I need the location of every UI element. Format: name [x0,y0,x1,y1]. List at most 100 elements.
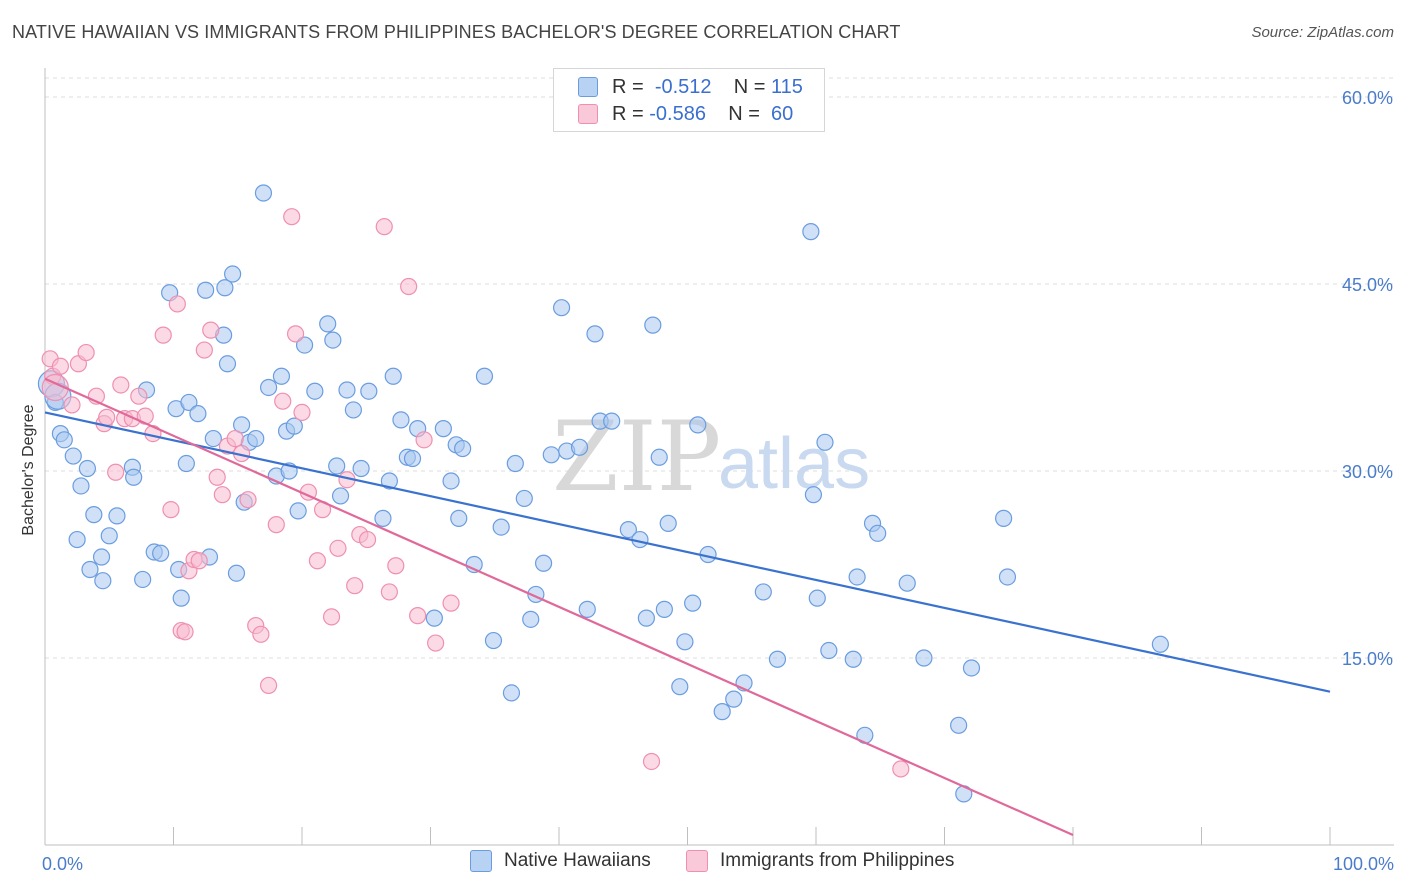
point-native-hawaiians [100,527,118,545]
point-immigrants-philippines [259,676,278,695]
point-immigrants-philippines [415,431,433,449]
point-immigrants-philippines [442,594,460,612]
point-immigrants-philippines [409,607,427,625]
point-native-hawaiians [671,678,689,696]
point-native-hawaiians [72,477,90,495]
point-immigrants-philippines [274,392,292,410]
point-immigrants-philippines [202,321,220,339]
point-native-hawaiians [848,568,866,586]
point-native-hawaiians [570,438,589,456]
legend-n-label: N = [733,75,766,98]
point-immigrants-philippines [358,530,377,549]
point-native-hawaiians [68,530,86,549]
point-native-hawaiians [684,594,702,612]
point-immigrants-philippines [195,341,213,359]
point-immigrants-philippines [427,634,445,652]
point-immigrants-philippines [308,552,327,570]
correlation-legend: R = -0.512 N = 115 R = -0.586 N = 60 [553,68,825,132]
point-immigrants-philippines [293,403,311,422]
point-immigrants-philippines [387,557,405,575]
point-native-hawaiians [85,506,103,524]
point-immigrants-philippines [208,468,226,486]
point-native-hawaiians [915,649,933,667]
point-native-hawaiians [360,382,378,400]
point-native-hawaiians [324,331,342,349]
point-native-hawaiians [374,509,392,527]
point-native-hawaiians [603,412,621,430]
point-native-hawaiians [380,472,398,490]
y-tick-label: 15.0% [1342,649,1393,669]
legend-r-value: -0.512 [654,75,712,98]
point-native-hawaiians [659,514,677,532]
point-immigrants-philippines [346,577,364,595]
point-native-hawaiians [650,448,668,466]
point-immigrants-philippines [98,408,116,426]
trend-lines [44,377,1331,837]
legend-swatch-blue [470,850,492,872]
point-immigrants-philippines [329,539,347,557]
point-immigrants-philippines [322,608,341,626]
point-immigrants-philippines [112,376,130,394]
point-native-hawaiians [816,433,834,451]
point-immigrants-philippines [162,501,180,519]
point-native-hawaiians [259,378,278,397]
point-immigrants-philippines [380,583,398,601]
point-native-hawaiians [197,281,215,299]
point-native-hawaiians [619,520,637,539]
legend-row-native-hawaiians: R = -0.512 N = 115 [578,75,803,99]
point-immigrants-philippines [77,343,95,362]
point-native-hawaiians [552,299,571,317]
point-native-hawaiians [998,568,1017,586]
point-native-hawaiians [689,416,707,434]
point-immigrants-philippines [226,429,244,448]
source-credit: Source: ZipAtlas.com [1251,24,1394,41]
point-immigrants-philippines [239,491,257,509]
point-native-hawaiians [227,564,246,582]
point-native-hawaiians [484,631,503,650]
legend-r-label: R = [612,102,644,125]
data-points [37,184,1169,803]
point-native-hawaiians [204,429,222,448]
point-immigrants-philippines [130,387,148,405]
point-native-hawaiians [804,486,823,504]
y-tick-label: 30.0% [1342,462,1393,482]
point-native-hawaiians [962,659,981,677]
point-native-hawaiians [64,447,82,465]
point-native-hawaiians [189,405,207,423]
point-native-hawaiians [475,367,494,385]
point-immigrants-philippines [375,218,393,236]
point-native-hawaiians [108,507,126,525]
legend-item-immigrants-philippines: Immigrants from Philippines [686,850,954,872]
point-native-hawaiians [950,716,968,734]
point-native-hawaiians [676,633,694,651]
point-native-hawaiians [1151,635,1169,653]
point-native-hawaiians [384,367,402,385]
point-native-hawaiians [328,457,346,475]
point-native-hawaiians [655,600,673,618]
point-native-hawaiians [442,472,460,490]
point-native-hawaiians [224,265,242,283]
point-native-hawaiians [331,487,350,505]
point-native-hawaiians [492,518,510,536]
point-immigrants-philippines [267,516,285,534]
point-immigrants-philippines [176,623,194,641]
legend-swatch-pink [686,850,708,872]
point-native-hawaiians [995,509,1013,527]
point-native-hawaiians [272,367,291,385]
point-native-hawaiians [392,411,410,429]
point-native-hawaiians [534,554,553,572]
point-native-hawaiians [285,417,303,435]
point-native-hawaiians [820,641,838,660]
point-native-hawaiians [319,315,337,333]
point-immigrants-philippines [107,463,125,481]
legend-swatch-pink [578,104,598,124]
trend-line-native-hawaiians [44,411,1331,693]
point-native-hawaiians [515,489,533,508]
point-immigrants-philippines [154,326,172,344]
y-axis-title: Bachelor's Degree [20,404,37,535]
grid-lines [45,77,1394,659]
x-tick-label-max: 100.0% [1333,854,1394,874]
point-native-hawaiians [78,459,97,478]
point-native-hawaiians [425,609,443,627]
